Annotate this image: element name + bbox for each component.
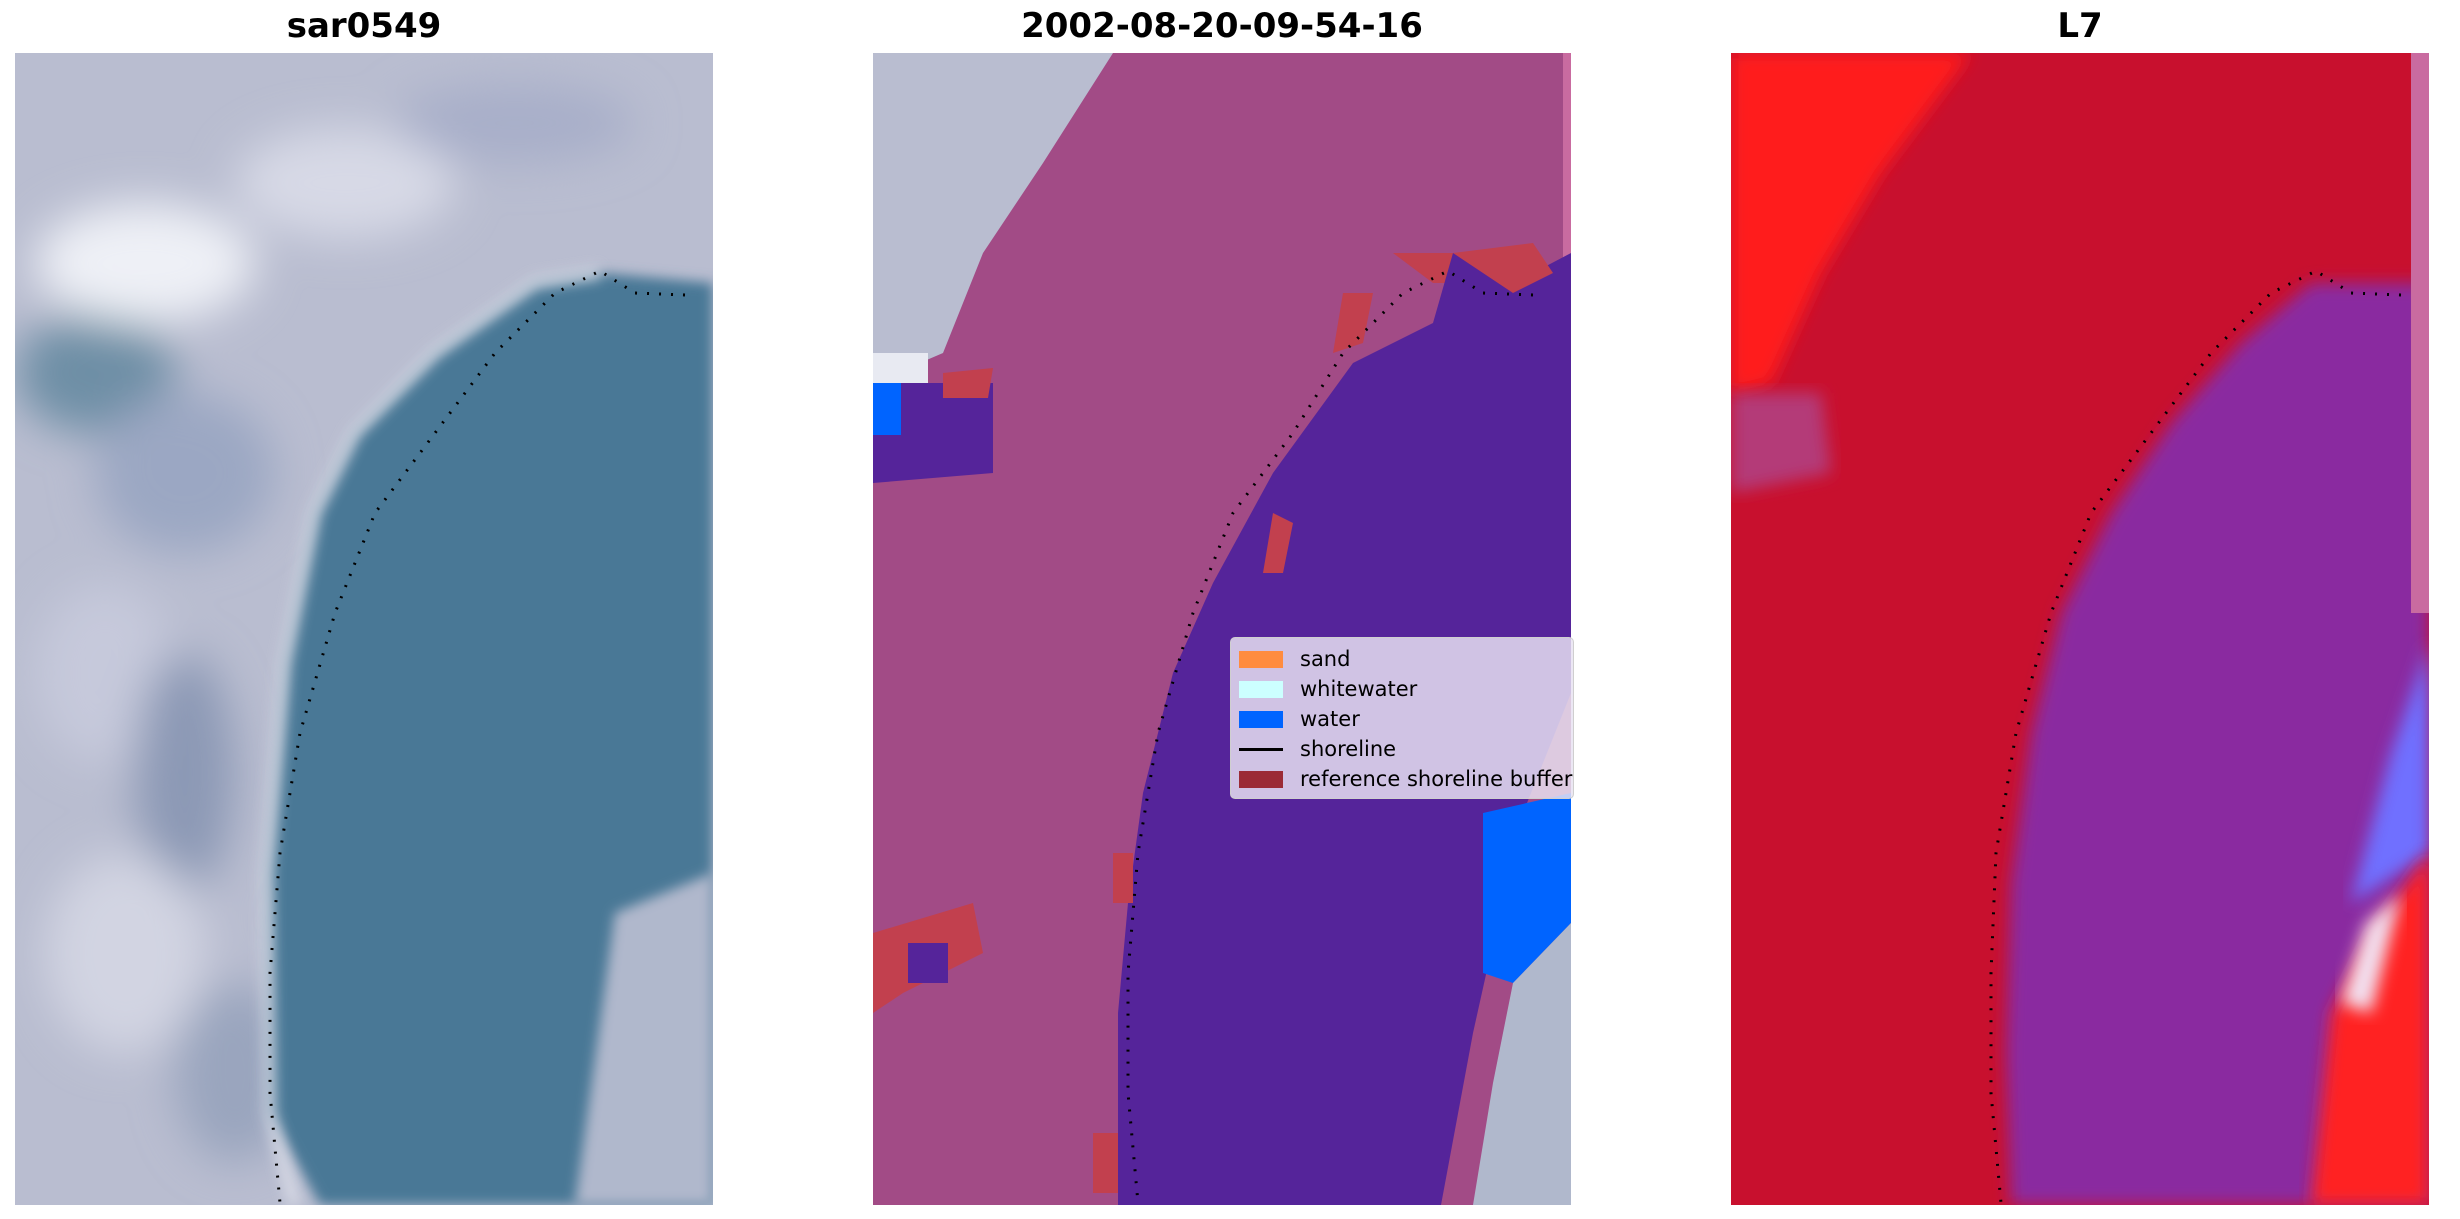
legend-label: shoreline bbox=[1300, 737, 1397, 761]
legend-item-water: water bbox=[1239, 704, 1565, 734]
index-image bbox=[1731, 53, 2429, 1205]
shoreline bbox=[268, 269, 686, 1204]
panel-title-classified: 2002-08-20-09-54-16 bbox=[1021, 6, 1423, 46]
legend-item-reference-shoreline-buffer: reference shoreline buffer bbox=[1239, 764, 1572, 794]
index-image-panel bbox=[1731, 53, 2429, 1205]
shoreline bbox=[1126, 269, 1534, 1204]
legend-swatch-whitewater bbox=[1239, 680, 1283, 698]
legend-label: reference shoreline buffer bbox=[1300, 767, 1573, 791]
legend-item-shoreline: .legend-line::after{background:#000;} sh… bbox=[1239, 734, 1565, 764]
legend-label: water bbox=[1300, 707, 1360, 731]
legend-label: sand bbox=[1300, 647, 1351, 671]
legend-item-whitewater: whitewater bbox=[1239, 674, 1565, 704]
legend-label: whitewater bbox=[1300, 677, 1418, 701]
panel-title-rgb: sar0549 bbox=[286, 6, 442, 46]
legend-line-shoreline: .legend-line::after{background:#000;} bbox=[1239, 741, 1283, 758]
shoreline bbox=[1989, 269, 2402, 1204]
classified-image-panel bbox=[873, 53, 1571, 1205]
legend-swatch-sand bbox=[1239, 650, 1283, 668]
legend-swatch-water bbox=[1239, 710, 1283, 728]
rgb-image-panel bbox=[15, 53, 713, 1205]
legend: sand whitewater water .legend-line::afte… bbox=[1230, 637, 1574, 799]
legend-swatch-buffer bbox=[1239, 770, 1283, 788]
legend-item-sand: sand bbox=[1239, 644, 1565, 674]
rgb-image bbox=[15, 53, 713, 1205]
panel-title-ndwi: L7 bbox=[2057, 6, 2103, 46]
classified-image bbox=[873, 53, 1571, 1205]
